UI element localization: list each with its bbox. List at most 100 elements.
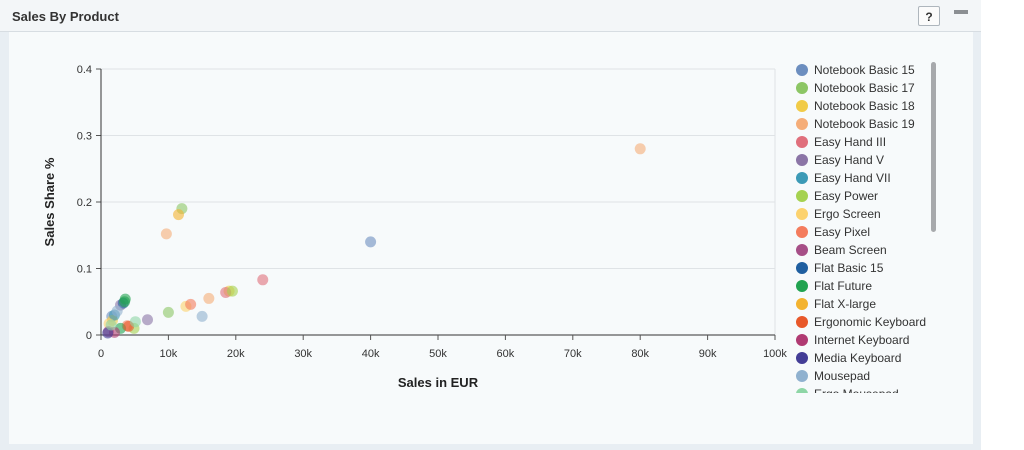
x-tick-label: 30k [294,348,312,360]
scatter-point[interactable] [185,298,197,310]
y-tick-label: 0.1 [77,264,92,276]
legend-marker [796,280,808,292]
legend-item[interactable]: Easy Hand V [788,151,884,169]
legend-marker [796,352,808,364]
y-tick-label: 0 [86,330,92,342]
legend-label: Easy Hand V [814,153,885,167]
legend-label: Flat X-large [814,297,877,311]
scatter-point[interactable] [105,319,117,331]
chart-legend: Notebook Basic 15 Notebook Basic 17 Notebo… [788,61,948,393]
legend-marker [796,262,808,274]
x-tick-label: 50k [429,348,447,360]
scatter-point[interactable] [129,316,141,328]
scatter-point[interactable] [111,305,123,317]
legend-item[interactable]: Ergo Mousepad [788,385,899,393]
legend-marker [796,190,808,202]
legend-item[interactable]: Ergo Screen [788,205,881,223]
scatter-point[interactable] [160,228,172,240]
scatter-point[interactable] [173,209,185,221]
scatter-point[interactable] [196,310,208,322]
minimize-button[interactable] [954,10,968,14]
legend-item[interactable]: Internet Keyboard [788,331,909,349]
legend-label: Notebook Basic 19 [814,117,915,131]
legend-item[interactable]: Notebook Basic 19 [788,115,915,133]
legend-label: Media Keyboard [814,351,902,365]
legend-label: Easy Hand III [814,135,887,149]
legend-item[interactable]: Flat X-large [788,295,876,313]
legend-item[interactable]: Flat Future [788,277,872,295]
legend-item[interactable]: Ergonomic Keyboard [788,313,926,331]
legend-label: Beam Screen [814,243,887,257]
legend-label: Ergonomic Keyboard [814,315,927,329]
axes: 0 0.1 0.2 0.3 0.4 0 10k 20k 30k 40k 50k 60k 70k 80k 90… [77,64,788,360]
legend-label: Flat Future [814,279,873,293]
legend-label: Internet Keyboard [814,333,910,347]
legend-marker [796,244,808,256]
help-button[interactable]: ? [918,6,940,26]
x-tick-label: 90k [699,348,717,360]
legend-label: Ergo Mousepad [814,387,899,393]
legend-item[interactable]: Mousepad [788,367,870,385]
y-axis-label: Sales Share % [42,157,57,246]
legend-label: Mousepad [814,369,871,383]
legend-item[interactable]: Beam Screen [788,241,887,259]
legend-item[interactable]: Flat Basic 15 [788,259,883,277]
legend-marker [796,208,808,220]
scatter-point[interactable] [142,314,154,326]
y-tick-label: 0.4 [77,64,92,76]
legend-marker [796,226,808,238]
legend-label: Easy Power [814,189,879,203]
legend-label: Notebook Basic 15 [814,63,915,77]
legend-item[interactable]: Notebook Basic 15 [788,61,915,79]
legend-item[interactable]: Media Keyboard [788,349,901,367]
legend-item[interactable]: Easy Pixel [788,223,870,241]
x-axis-label: Sales in EUR [398,375,479,390]
legend-marker [796,64,808,76]
x-tick-label: 60k [497,348,515,360]
legend-item[interactable]: Easy Power [788,187,878,205]
legend-marker [796,370,808,382]
legend-item[interactable]: Easy Hand III [788,133,886,151]
panel-header: Sales By Product ? [0,0,981,32]
x-tick-label: 0 [98,348,104,360]
y-tick-label: 0.3 [77,131,92,143]
x-tick-label: 40k [362,348,380,360]
legend-label: Flat Basic 15 [814,261,884,275]
legend-marker [796,388,808,393]
x-tick-label: 20k [227,348,245,360]
scatter-point[interactable] [226,285,238,297]
x-tick-label: 80k [631,348,649,360]
scatter-point[interactable] [162,306,174,318]
legend-scrollbar[interactable] [931,62,936,232]
sales-by-product-panel: Sales By Product ? [0,0,981,450]
x-tick-label: 100k [763,348,787,360]
scatter-point[interactable] [203,292,215,304]
legend-marker [796,172,808,184]
x-tick-label: 10k [160,348,178,360]
legend-marker [796,154,808,166]
legend-label: Ergo Screen [814,207,881,221]
legend-item[interactable]: Notebook Basic 17 [788,79,915,97]
scatter-point[interactable] [257,274,269,286]
legend-label: Notebook Basic 18 [814,99,915,113]
legend-marker [796,82,808,94]
legend-marker [796,334,808,346]
legend-marker [796,136,808,148]
legend-marker [796,316,808,328]
panel-title: Sales By Product [12,9,119,24]
y-tick-label: 0.2 [77,197,92,209]
legend-label: Easy Pixel [814,225,871,239]
scatter-point[interactable] [119,296,131,308]
data-points [102,143,646,339]
legend-item[interactable]: Easy Hand VII [788,169,891,187]
legend-label: Notebook Basic 17 [814,81,915,95]
scatter-point[interactable] [365,236,377,248]
legend-marker [796,298,808,310]
grid [101,68,776,335]
legend-marker [796,118,808,130]
legend-item[interactable]: Notebook Basic 18 [788,97,915,115]
legend-label: Easy Hand VII [814,171,891,185]
scatter-point[interactable] [634,143,646,155]
legend-marker [796,100,808,112]
